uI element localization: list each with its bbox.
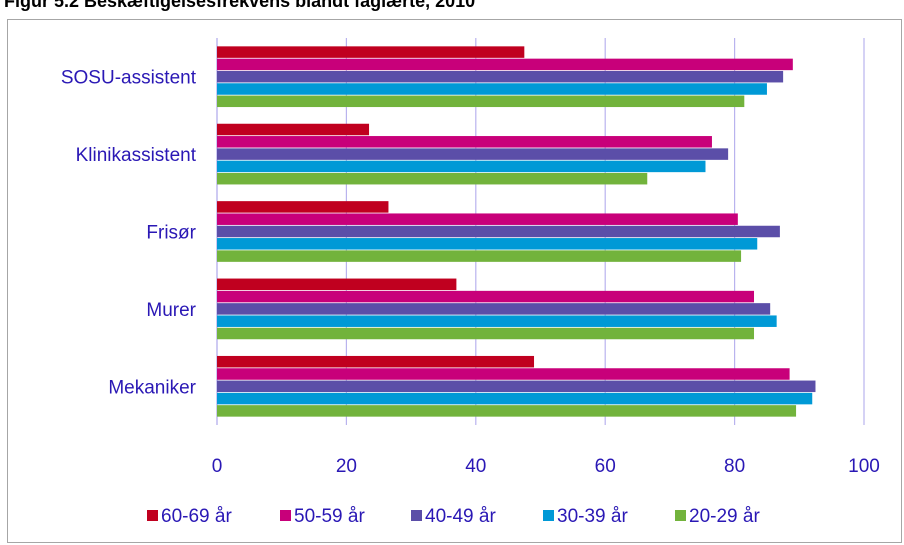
x-tick-label: 40 <box>465 456 486 477</box>
legend-swatch-5 <box>675 510 686 521</box>
bar-sosu-assistent-series-2 <box>217 58 793 71</box>
bar-mekaniker-series-5 <box>217 405 797 417</box>
bar-sosu-assistent-series-4 <box>217 83 767 95</box>
x-tick-label: 100 <box>848 456 880 477</box>
legend-label: 60-69 år <box>161 506 232 527</box>
bar-klinikassistent-series-2 <box>217 136 712 148</box>
bar-sosu-assistent-series-3 <box>217 70 784 83</box>
x-tick-label: 0 <box>212 456 223 477</box>
bar-klinikassistent-series-1 <box>217 123 370 136</box>
bar-fris-r-series-1 <box>217 201 389 213</box>
bar-fris-r-series-5 <box>217 250 742 262</box>
bar-klinikassistent-series-3 <box>217 148 729 160</box>
bar-fris-r-series-3 <box>217 225 780 238</box>
bar-klinikassistent-series-4 <box>217 160 706 173</box>
bar-mekaniker-series-4 <box>217 392 813 405</box>
bar-klinikassistent-series-5 <box>217 172 648 185</box>
bar-murer-series-5 <box>217 327 755 340</box>
x-tick-label: 60 <box>595 456 616 477</box>
legend-label: 50-59 år <box>294 506 365 527</box>
x-tick-label: 20 <box>336 456 357 477</box>
category-label: Frisør <box>146 223 196 244</box>
category-label: SOSU-assistent <box>61 68 197 89</box>
bar-mekaniker-series-2 <box>217 368 790 380</box>
x-tick-label: 80 <box>724 456 745 477</box>
legend-label: 20-29 år <box>689 506 760 527</box>
bar-murer-series-3 <box>217 303 771 315</box>
bar-murer-series-4 <box>217 315 777 327</box>
bar-murer-series-2 <box>217 290 755 303</box>
legend-swatch-2 <box>280 510 291 521</box>
legend-label: 30-39 år <box>557 506 628 527</box>
bar-fris-r-series-4 <box>217 238 758 250</box>
legend-label: 40-49 år <box>425 506 496 527</box>
chart-title: Figur 5.2 Beskæftigelsesfrekvens blandt … <box>4 0 476 11</box>
legend-swatch-4 <box>543 510 554 521</box>
category-label: Murer <box>146 300 196 321</box>
bar-murer-series-1 <box>217 278 457 291</box>
bar-mekaniker-series-3 <box>217 380 816 393</box>
category-label: Mekaniker <box>108 377 196 398</box>
bar-mekaniker-series-1 <box>217 355 535 368</box>
legend-swatch-1 <box>147 510 158 521</box>
legend-swatch-3 <box>411 510 422 521</box>
chart-frame <box>7 19 902 543</box>
bar-sosu-assistent-series-5 <box>217 95 745 108</box>
bar-sosu-assistent-series-1 <box>217 46 525 58</box>
bar-fris-r-series-2 <box>217 213 738 225</box>
category-label: Klinikassistent <box>76 145 197 166</box>
